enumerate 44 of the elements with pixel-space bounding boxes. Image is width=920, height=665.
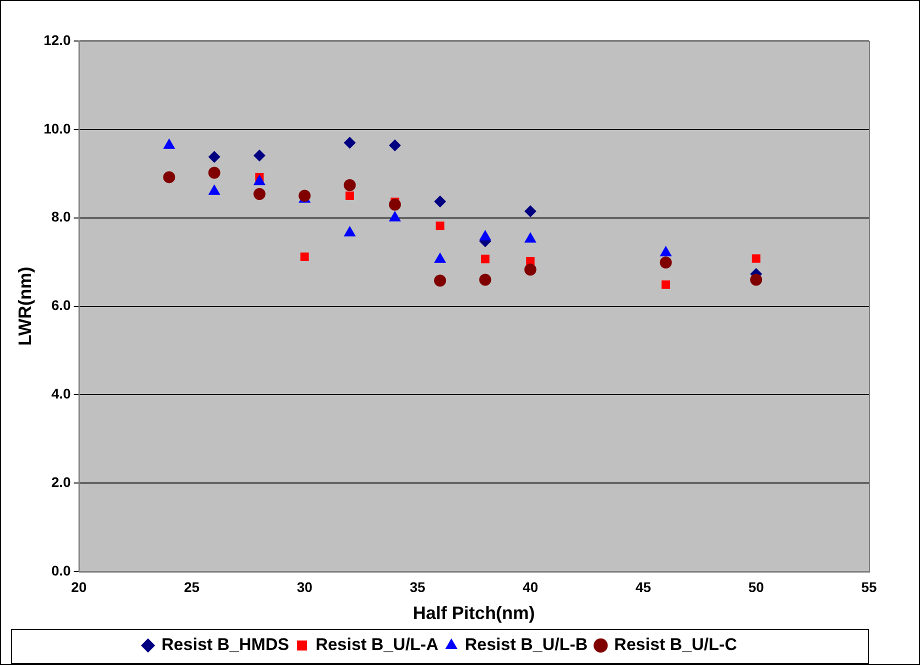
y-tick-label: 0.0 [51, 562, 72, 578]
point [253, 150, 266, 162]
x-axis-title: Half Pitch(nm) [412, 603, 535, 624]
x-tick-label: 35 [410, 578, 426, 595]
y-tick-label: 2.0 [51, 474, 72, 490]
x-tick-label: 30 [296, 578, 313, 595]
point [253, 188, 266, 200]
point [750, 274, 762, 286]
point [480, 254, 490, 264]
point [524, 205, 536, 218]
point [163, 171, 176, 184]
x-tick-label: 50 [748, 578, 764, 595]
point [479, 274, 492, 286]
point [344, 136, 356, 149]
y-axis-title: LWR(nm) [14, 266, 35, 346]
point [434, 274, 446, 287]
y-tick-label: 12.0 [44, 32, 72, 48]
x-tick-label: 55 [861, 578, 877, 595]
point [436, 222, 444, 230]
point [660, 256, 672, 269]
y-tick-label: 6.0 [51, 297, 72, 314]
x-tick-label: 40 [522, 578, 538, 595]
x-tick-label: 20 [71, 578, 87, 595]
y-tick-label: 4.0 [51, 386, 72, 402]
y-tick-label: 8.0 [51, 208, 72, 225]
y-tick-label: 10.0 [44, 120, 72, 136]
point [298, 190, 311, 202]
point [208, 150, 220, 163]
point [300, 252, 309, 262]
point [388, 139, 401, 152]
point [346, 192, 354, 200]
legend-label: Resist B_U/L-B [464, 635, 588, 654]
point [344, 179, 356, 192]
legend-label: Resist B_U/L-A [316, 635, 438, 654]
legend-label: Resist B_U/L-C [614, 635, 737, 654]
x-tick-label: 25 [184, 578, 200, 595]
point [662, 280, 670, 289]
point [524, 264, 536, 276]
point [388, 198, 401, 211]
point [752, 254, 760, 263]
point [208, 166, 220, 179]
point [434, 196, 446, 208]
legend-label: Resist B_HMDS [162, 635, 290, 654]
x-tick-label: 45 [635, 578, 652, 595]
